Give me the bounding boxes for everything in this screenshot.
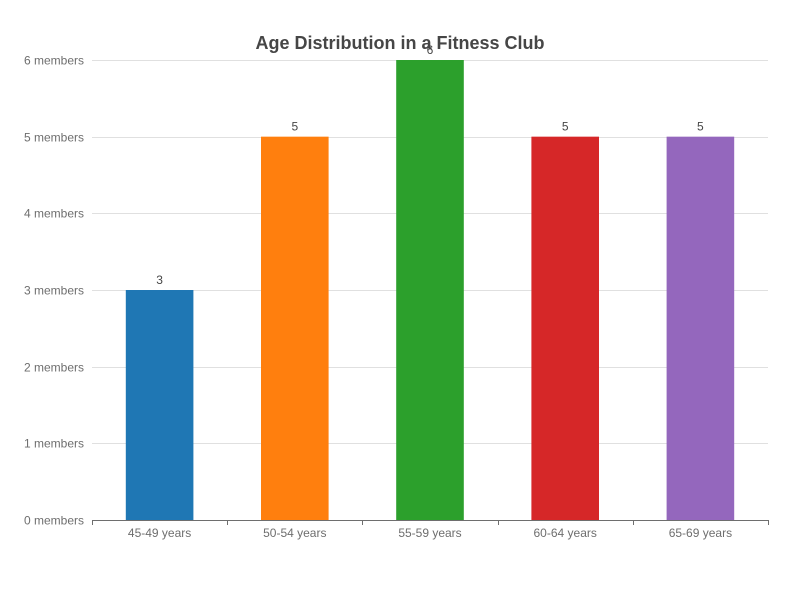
x-axis-tick-labels: 45-49 years 50-54 years 55-59 years 60-64 y… xyxy=(128,526,732,540)
x-tick-label: 50-54 years xyxy=(263,526,326,540)
y-tick-label: 3 members xyxy=(24,284,84,298)
chart-title: Age Distribution in a Fitness Club xyxy=(255,33,544,53)
bar xyxy=(261,136,329,520)
y-tick-label: 2 members xyxy=(24,361,84,375)
bar xyxy=(531,136,599,520)
x-tick-label: 45-49 years xyxy=(128,526,191,540)
x-tick-label: 60-64 years xyxy=(534,526,597,540)
data-label: 5 xyxy=(562,120,569,134)
y-tick-label: 6 members xyxy=(24,54,84,68)
data-label: 5 xyxy=(697,120,704,134)
bar xyxy=(666,136,735,520)
bars xyxy=(125,60,735,520)
y-axis-tick-labels: 0 members 1 members 2 members 3 members 4 me… xyxy=(24,54,84,528)
data-label: 3 xyxy=(156,273,163,287)
y-tick-label: 4 members xyxy=(24,207,84,221)
y-tick-label: 0 members xyxy=(24,514,84,528)
y-tick-label: 5 members xyxy=(24,131,84,145)
bar xyxy=(125,290,194,520)
x-tick-label: 55-59 years xyxy=(398,526,461,540)
data-labels: 3 5 6 5 5 xyxy=(156,43,704,287)
x-axis xyxy=(92,520,769,525)
y-tick-label: 1 members xyxy=(24,437,84,451)
bar xyxy=(396,60,464,520)
data-label: 6 xyxy=(427,43,434,57)
data-label: 5 xyxy=(291,120,298,134)
x-tick-label: 65-69 years xyxy=(669,526,732,540)
